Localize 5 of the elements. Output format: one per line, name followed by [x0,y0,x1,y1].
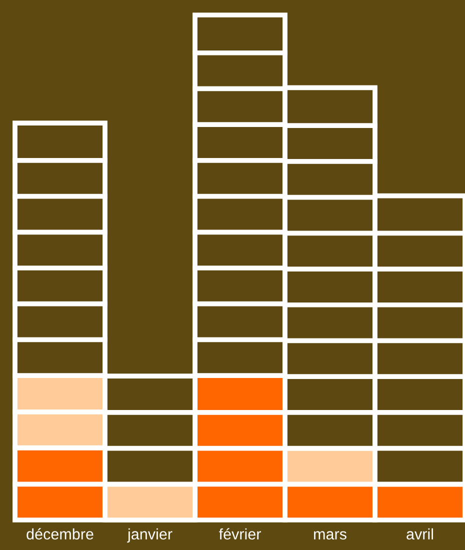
x-tick-label: décembre [26,528,94,540]
x-tick-label: avril [406,528,433,540]
x-tick-label: mars [314,531,346,540]
x-tick-label: janvier [127,528,172,543]
x-tick-label: février [218,528,261,540]
